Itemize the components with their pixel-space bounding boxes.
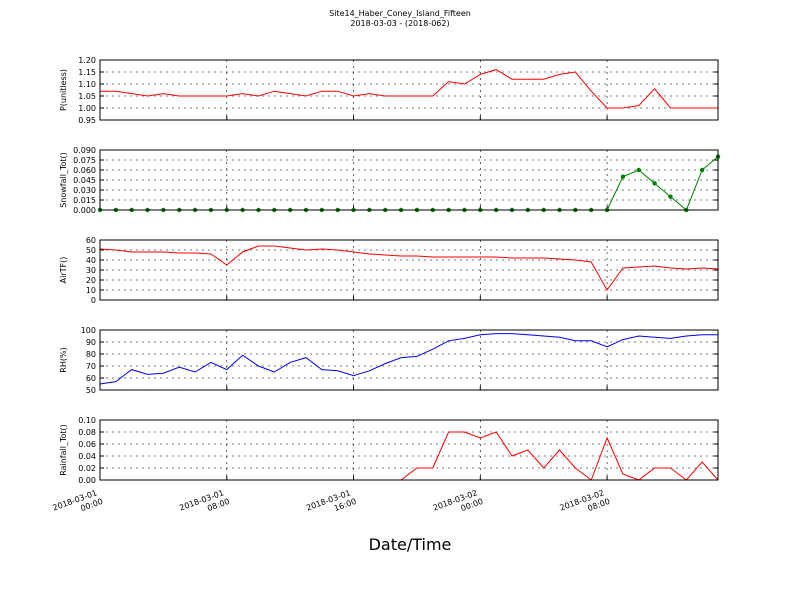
y-axis-label: Rainfall_Tot()	[59, 424, 68, 476]
data-line	[100, 69, 718, 109]
data-point	[636, 167, 641, 173]
y-tick-label: 0.075	[73, 156, 96, 165]
plot-frame	[99, 149, 719, 211]
y-tick-label: 0.060	[73, 166, 96, 175]
data-point	[652, 181, 657, 186]
y-tick-label: 1.10	[78, 80, 96, 89]
y-tick-label: 1.15	[78, 68, 96, 77]
y-tick-label: 50	[86, 246, 96, 255]
data-point	[668, 194, 673, 199]
y-tick-label: 0.02	[78, 464, 96, 473]
y-tick-label: 1.05	[78, 92, 96, 101]
x-axis-label: Date/Time	[369, 535, 452, 554]
y-tick-label: 0.95	[78, 116, 96, 125]
y-tick-label: 0.015	[73, 196, 96, 205]
plot-frame	[99, 239, 719, 301]
y-tick-label: 1.20	[78, 56, 96, 65]
y-tick-label: 60	[86, 236, 96, 245]
chart-subtitle: 2018-03-03 - (2018-062)	[350, 19, 449, 28]
y-axis-label: RH(%)	[59, 347, 68, 372]
plot-frame	[99, 59, 719, 121]
data-line	[99, 333, 718, 385]
y-tick-label: 50	[86, 386, 96, 395]
y-tick-label: 100	[81, 326, 96, 335]
y-tick-label: 80	[86, 350, 96, 359]
y-tick-label: 60	[86, 374, 96, 383]
y-tick-label: 0.06	[78, 440, 96, 449]
y-tick-label: 0.10	[78, 416, 96, 425]
y-tick-label: 0.04	[78, 452, 96, 461]
y-tick-label: 70	[86, 362, 96, 371]
data-point	[699, 167, 705, 173]
data-point	[620, 174, 626, 179]
plot-frame	[99, 419, 719, 481]
y-tick-label: 0.045	[73, 176, 96, 185]
y-tick-label: 30	[86, 266, 96, 275]
y-tick-label: 0.000	[73, 206, 96, 215]
y-axis-label: Snowfall_Tot()	[59, 152, 68, 208]
y-tick-label: 0	[91, 296, 96, 305]
y-tick-label: 20	[86, 276, 96, 285]
y-tick-label: 10	[86, 286, 96, 295]
data-line	[99, 245, 719, 291]
plot-frame	[99, 329, 719, 391]
y-tick-label: 40	[86, 256, 96, 265]
y-axis-label: AirTF()	[59, 257, 68, 284]
y-tick-label: 0.08	[78, 428, 96, 437]
y-tick-label: 0.00	[78, 476, 96, 485]
y-tick-label: 0.090	[73, 146, 96, 155]
chart-title: Site14_Haber_Coney_Island_Fifteen	[329, 9, 471, 18]
y-tick-label: 90	[86, 338, 96, 347]
y-tick-label: 0.030	[73, 186, 96, 195]
y-axis-label: P(unitless)	[59, 69, 68, 111]
y-tick-label: 1.00	[78, 104, 96, 113]
